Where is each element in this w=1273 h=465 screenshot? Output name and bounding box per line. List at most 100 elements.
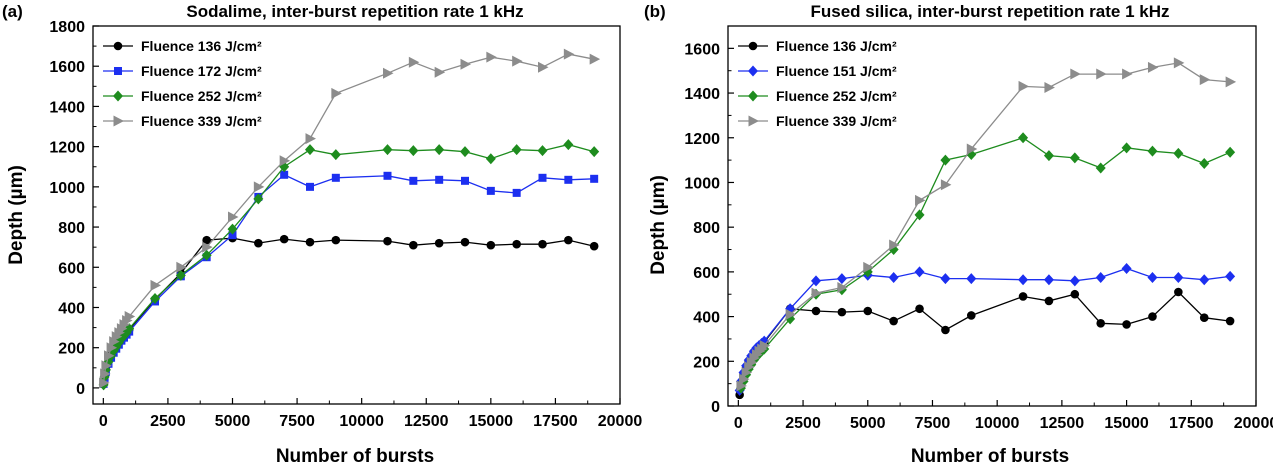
x-tick-label: 7500 (279, 413, 315, 430)
legend-label: Fluence 339 J/cm² (776, 113, 897, 129)
x-tick-label: 0 (734, 415, 743, 432)
y-tick-label: 1400 (49, 99, 85, 116)
legend-marker (113, 90, 123, 102)
data-point (941, 325, 950, 335)
data-point (940, 273, 951, 285)
x-tick-label: 2500 (150, 413, 186, 430)
data-point (305, 237, 315, 247)
data-point (1225, 76, 1237, 88)
legend-marker (748, 65, 758, 77)
data-point (589, 146, 600, 158)
data-point (1122, 68, 1133, 80)
data-point (512, 239, 521, 249)
plot-frame (727, 25, 1257, 407)
data-point (538, 239, 547, 249)
data-point (124, 311, 136, 323)
data-point (914, 209, 925, 221)
data-point (1147, 271, 1158, 283)
data-point (563, 48, 575, 60)
data-point (563, 139, 574, 151)
data-point (511, 144, 522, 156)
x-tick-label: 12500 (404, 413, 449, 430)
series-3 (735, 132, 1236, 394)
data-point (460, 58, 471, 70)
data-point (1044, 81, 1055, 93)
y-tick-label: 1600 (49, 59, 85, 76)
data-point (486, 186, 495, 195)
data-point (564, 175, 573, 184)
data-point (836, 273, 847, 285)
data-point (409, 240, 418, 250)
data-point (101, 360, 112, 372)
legend-marker (748, 115, 759, 127)
data-point (99, 377, 110, 389)
data-point (1174, 287, 1183, 297)
data-point (201, 249, 212, 261)
data-point (966, 311, 976, 320)
data-point (889, 316, 898, 326)
y-tick-label: 0 (76, 381, 85, 398)
x-tick-label: 17500 (533, 413, 578, 430)
data-point (486, 51, 497, 63)
data-point (124, 323, 135, 335)
data-point (408, 145, 419, 157)
x-tick-label: 5000 (850, 415, 886, 432)
y-tick-label: 200 (693, 354, 720, 371)
y-tick-label: 800 (58, 220, 85, 237)
y-tick-label: 1400 (684, 86, 720, 103)
data-point (253, 181, 265, 193)
data-point (1069, 275, 1080, 287)
data-point (202, 235, 211, 245)
data-point (759, 340, 771, 352)
series-4 (99, 48, 601, 389)
data-point (1147, 145, 1158, 157)
series-line (102, 237, 595, 384)
data-point (589, 241, 599, 251)
x-tick-label: 15000 (469, 413, 514, 430)
data-point (306, 182, 314, 191)
data-point (940, 179, 952, 191)
data-point (279, 155, 291, 167)
data-point (837, 307, 847, 317)
data-point (1199, 313, 1209, 323)
axes-layer: 0 2500 5000 7500 10000 12500 15000 17500 20000 0 2… (684, 25, 1273, 432)
data-point (1225, 316, 1235, 326)
x-tick-label: 20000 (598, 413, 643, 430)
data-point (589, 53, 601, 65)
data-point (150, 292, 160, 304)
data-point (888, 271, 899, 283)
chart-panel-a: (a) Sodalime, inter-burst repetition rat… (2, 2, 642, 465)
x-tick-label: 2500 (785, 415, 821, 432)
data-point (590, 174, 599, 183)
data-point (305, 144, 315, 156)
y-axis-title: Depth (µm) (6, 165, 27, 265)
data-point (863, 306, 873, 316)
data-point (1121, 142, 1132, 154)
data-point (1070, 289, 1080, 299)
data-point (1044, 296, 1054, 306)
data-point (1018, 292, 1028, 301)
legend-label: Fluence 252 J/cm² (141, 88, 262, 104)
legend-label: Fluence 252 J/cm² (776, 88, 897, 104)
series-line (740, 137, 1231, 389)
axes-layer: 0 2500 5000 7500 10000 12500 15000 17500 20000 0 2… (49, 19, 642, 430)
y-tick-label: 200 (58, 341, 85, 358)
chart-title: Fused silica, inter-burst repetition rat… (811, 2, 1170, 21)
data-point (1095, 162, 1106, 174)
y-tick-label: 1000 (684, 175, 720, 192)
data-point (1018, 274, 1029, 286)
legend-marker (114, 67, 122, 75)
chart-title: Sodalime, inter-burst repetition rate 1 … (186, 2, 523, 21)
data-point (1173, 271, 1184, 283)
data-point (889, 239, 900, 251)
legend-label: Fluence 136 J/cm² (141, 38, 262, 54)
data-point (811, 275, 821, 287)
x-tick-label: 5000 (215, 413, 251, 430)
data-point (863, 261, 874, 273)
data-point (254, 238, 263, 248)
chart-panel-b: (b) Fused silica, inter-burst repetition… (644, 2, 1273, 465)
legend-marker (748, 90, 758, 102)
data-point (1096, 318, 1106, 328)
data-point (434, 144, 445, 156)
data-point (1121, 263, 1132, 275)
